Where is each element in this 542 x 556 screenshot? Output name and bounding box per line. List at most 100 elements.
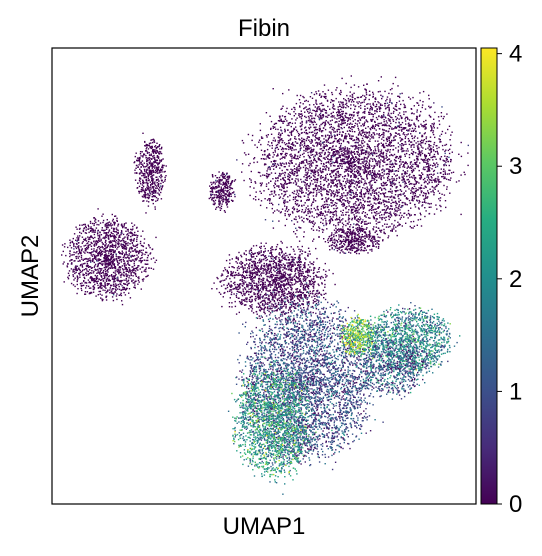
scatter-point [87, 224, 89, 226]
scatter-point [85, 248, 87, 250]
scatter-point [292, 130, 294, 132]
scatter-point [276, 299, 279, 302]
scatter-point [316, 151, 318, 154]
scatter-point [317, 283, 319, 285]
scatter-point [289, 273, 291, 276]
scatter-point [93, 217, 95, 219]
scatter-point [282, 197, 284, 200]
scatter-point [268, 294, 270, 296]
scatter-point [385, 168, 388, 170]
scatter-point [405, 197, 408, 199]
scatter-point [244, 287, 246, 289]
scatter-point [116, 279, 118, 281]
scatter-point [103, 232, 105, 234]
scatter-point [330, 181, 332, 183]
scatter-point [314, 139, 316, 141]
scatter-point [438, 120, 440, 122]
scatter-point [289, 264, 292, 266]
scatter-point [149, 146, 151, 148]
scatter-point [102, 289, 104, 291]
scatter-point [115, 258, 118, 260]
scatter-point [301, 181, 303, 183]
scatter-point [135, 267, 138, 269]
scatter-point [395, 213, 397, 215]
scatter-point [281, 288, 284, 291]
scatter-point [339, 182, 341, 184]
scatter-point [249, 284, 252, 286]
scatter-point [305, 147, 307, 149]
scatter-point [219, 193, 221, 196]
scatter-point [243, 252, 245, 254]
scatter-point [279, 315, 282, 317]
scatter-point [105, 235, 107, 237]
scatter-point [117, 278, 119, 280]
scatter-point [229, 187, 232, 189]
scatter-point [149, 193, 152, 195]
scatter-point [105, 253, 107, 255]
scatter-point [127, 279, 130, 281]
scatter-point [109, 240, 111, 242]
scatter-point [334, 283, 336, 286]
scatter-point [150, 188, 152, 190]
scatter-point [114, 291, 117, 293]
scatter-point [126, 243, 128, 245]
scatter-point [128, 264, 130, 266]
scatter-point [142, 253, 144, 255]
scatter-point [342, 224, 345, 226]
scatter-point [110, 291, 112, 293]
scatter-point [133, 269, 135, 272]
scatter-point [301, 245, 303, 248]
scatter-point [395, 209, 397, 212]
scatter-point [152, 178, 155, 180]
scatter-point [272, 220, 274, 222]
scatter-point [266, 279, 268, 281]
scatter-point [324, 262, 326, 265]
scatter-point [128, 253, 131, 255]
scatter-point [224, 183, 226, 185]
scatter-point [105, 291, 108, 293]
scatter-point [284, 153, 286, 156]
scatter-point [283, 179, 285, 181]
scatter-point [306, 161, 308, 164]
scatter-point [416, 181, 419, 183]
scatter-point [289, 262, 292, 264]
scatter-point [301, 303, 303, 306]
scatter-point [307, 167, 309, 170]
scatter-point [318, 116, 320, 119]
scatter-point [234, 193, 236, 196]
scatter-point [328, 162, 330, 164]
scatter-point [287, 280, 289, 283]
scatter-point [276, 310, 278, 312]
scatter-point [404, 136, 407, 138]
scatter-point [254, 261, 256, 263]
scatter-point [226, 269, 228, 272]
scatter-point [378, 133, 380, 135]
scatter-point [358, 212, 360, 214]
scatter-point [79, 282, 82, 285]
scatter-point [414, 183, 416, 186]
scatter-point [285, 304, 287, 306]
scatter-point [376, 176, 378, 178]
scatter-point [292, 294, 295, 296]
scatter-point [112, 255, 114, 257]
scatter-point [373, 192, 376, 194]
scatter-point [296, 305, 299, 307]
scatter-point [268, 264, 270, 266]
scatter-point [380, 149, 383, 151]
scatter-point [259, 293, 262, 296]
scatter-point [296, 295, 298, 298]
scatter-point [89, 266, 92, 268]
scatter-point [391, 162, 394, 165]
scatter-point [425, 166, 427, 168]
scatter-point [298, 189, 300, 191]
scatter-point [76, 255, 78, 258]
scatter-point [415, 142, 417, 144]
scatter-point [98, 259, 100, 261]
scatter-point [325, 270, 327, 273]
scatter-point [132, 225, 134, 228]
scatter-point [246, 298, 248, 301]
scatter-point [260, 308, 262, 311]
scatter-point [91, 222, 94, 225]
scatter-point [250, 301, 252, 303]
scatter-point [148, 144, 151, 146]
